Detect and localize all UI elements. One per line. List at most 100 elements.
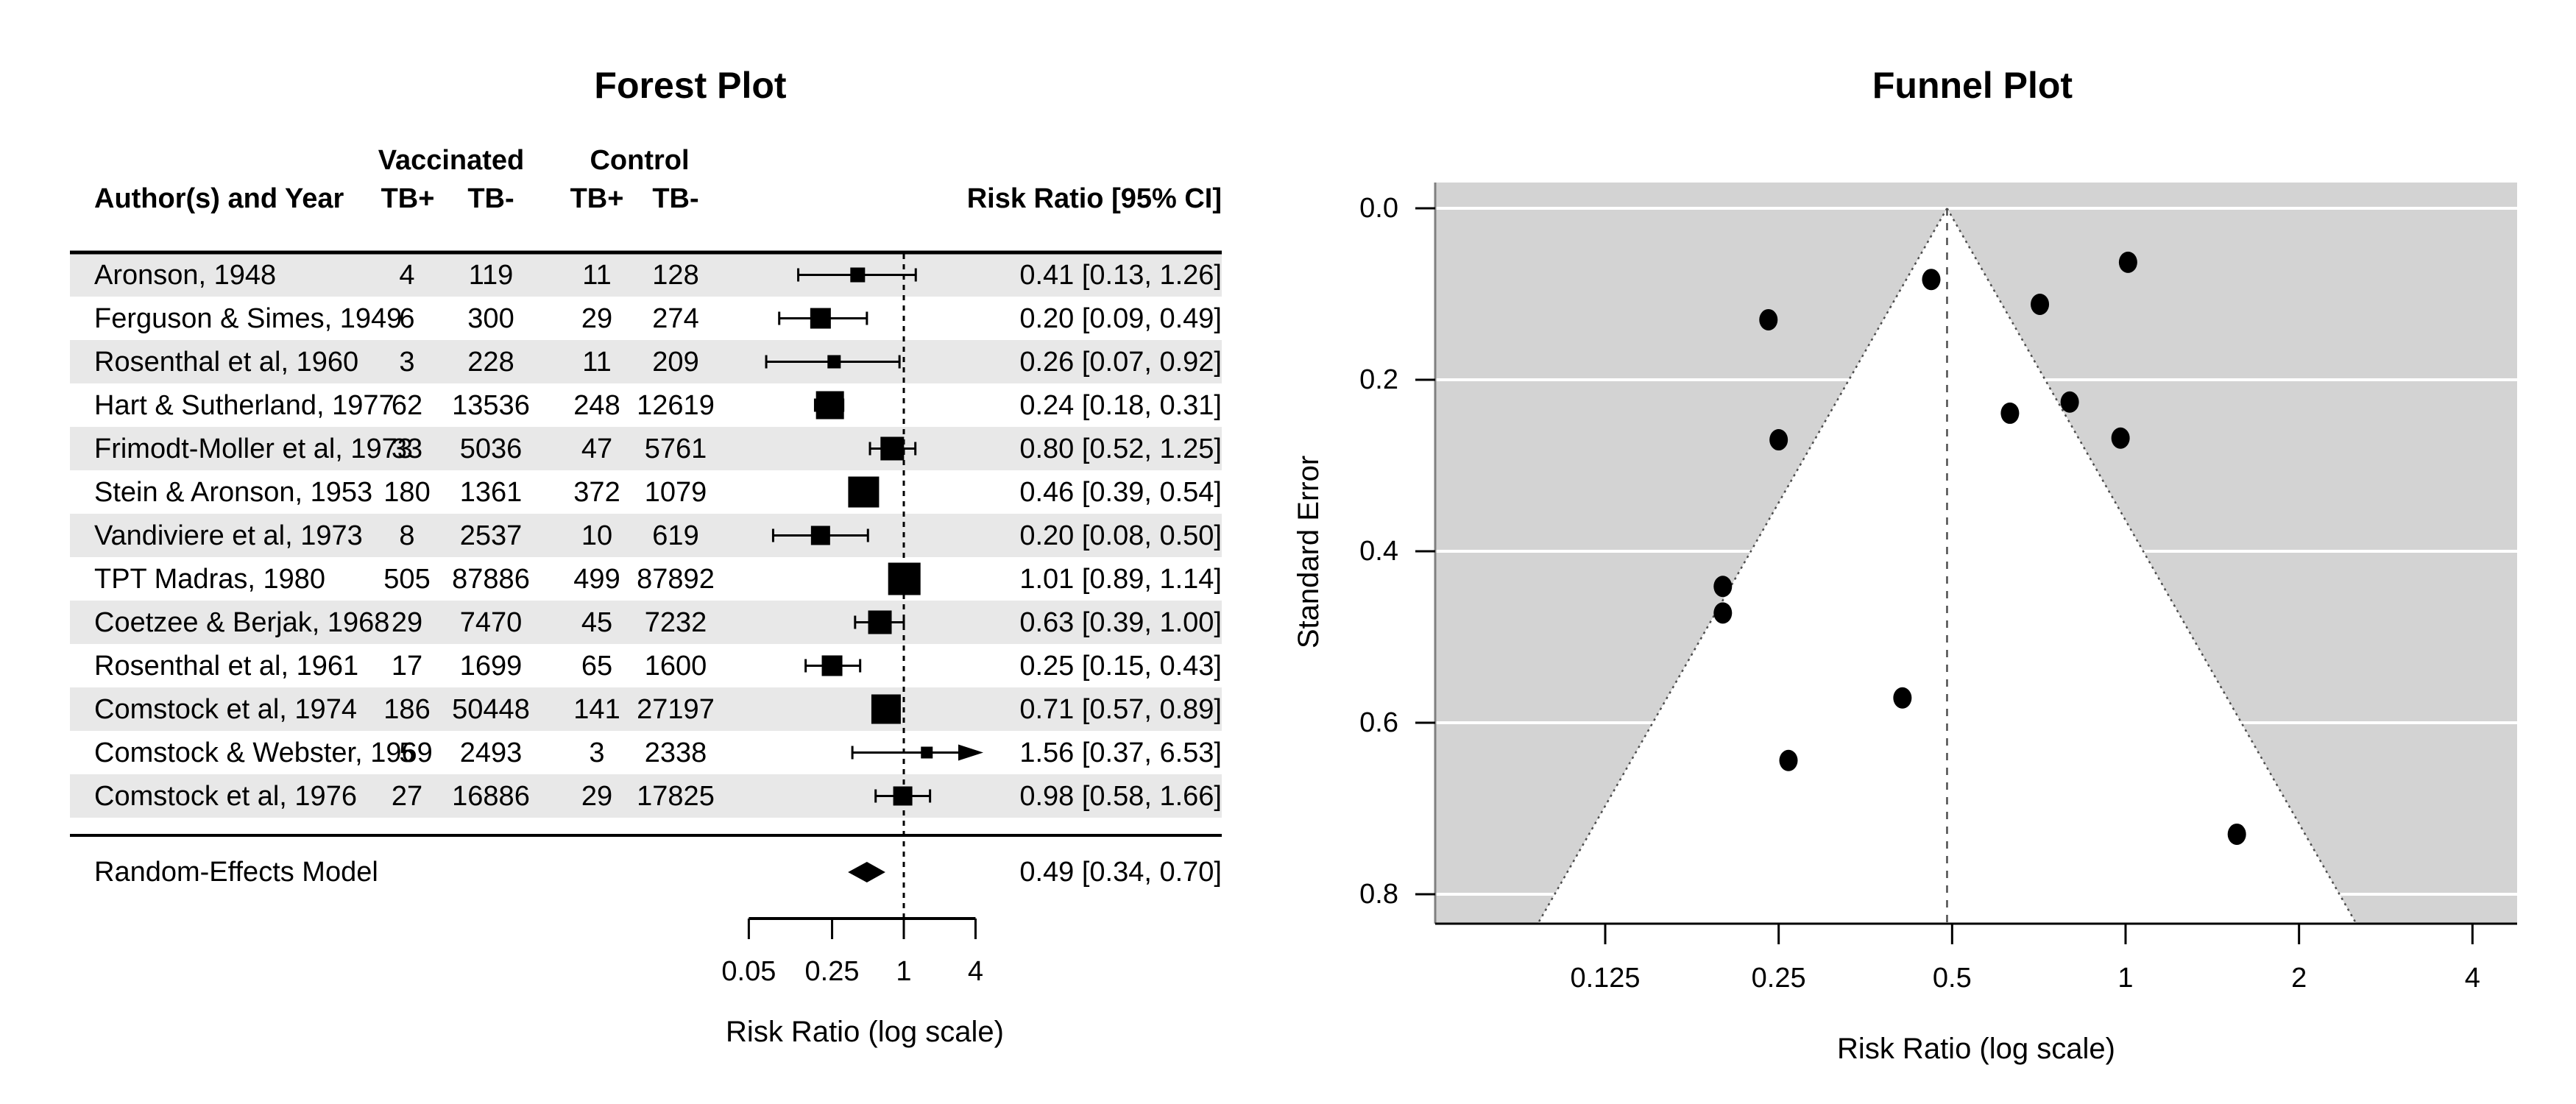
funnel-title: Funnel Plot [1872,65,2073,106]
count-cell: 10 [581,520,613,551]
count-cell: 8 [399,520,415,551]
count-cell: 17 [391,650,423,682]
count-cell: 7470 [459,606,523,638]
funnel-xtick-label: 0.5 [1932,963,1972,994]
study-author: Stein & Aronson, 1953 [94,476,373,508]
funnel-point [2060,391,2079,413]
count-cell: 47 [581,433,613,464]
count-cell: 2537 [459,520,523,551]
count-cell: 228 [467,346,514,378]
row-stripe [70,601,1222,644]
effect-square [815,391,844,420]
effect-square [880,436,905,461]
row-stripe [70,253,1222,297]
forest-xaxis-title: Risk Ratio (log scale) [726,1016,1004,1048]
funnel-point [2031,293,2050,315]
effect-square [893,786,913,806]
rr-cell: 1.01 [0.89, 1.14] [1019,563,1222,595]
count-cell: 2493 [459,737,523,768]
funnel-xtick-label: 4 [2464,963,2480,994]
count-cell: 128 [652,259,699,291]
rr-cell: 0.20 [0.09, 0.49] [1019,302,1222,334]
count-cell: 2338 [644,737,707,768]
rr-cell: 0.26 [0.07, 0.92] [1019,346,1222,378]
forest-header-tbneg-vac: TB- [467,183,514,214]
ci-arrow-head [958,744,983,761]
count-cell: 29 [391,606,423,638]
count-cell: 3 [589,737,605,768]
forest-header-effect: Risk Ratio [95% CI] [966,183,1222,214]
count-cell: 12619 [637,389,715,421]
count-cell: 1600 [644,650,707,682]
count-cell: 1079 [644,476,707,508]
study-author: Aronson, 1948 [94,259,277,291]
count-cell: 1361 [459,476,523,508]
count-cell: 27197 [637,693,715,725]
forest-tick-label: 0.25 [804,956,860,987]
forest-summary-label: Random-Effects Model [94,857,378,888]
count-cell: 619 [652,520,699,551]
count-cell: 300 [467,302,514,334]
count-cell: 87886 [452,563,530,595]
funnel-ytick-label: 0.8 [1359,879,1398,910]
rr-cell: 0.41 [0.13, 1.26] [1019,259,1222,291]
forest-header-control: Control [590,145,690,176]
forest-tick-label: 1 [896,956,912,987]
count-cell: 50448 [452,693,530,725]
count-cell: 1699 [459,650,523,682]
count-cell: 11 [582,346,612,378]
row-stripe [70,774,1222,818]
count-cell: 13536 [452,389,530,421]
count-cell: 27 [391,780,423,812]
funnel-point [2118,251,2137,273]
forest-header-author: Author(s) and Year [94,183,344,214]
count-cell: 180 [383,476,431,508]
effect-square [921,746,933,759]
funnel-xtick-label: 2 [2291,963,2307,994]
funnel-ytick-label: 0.4 [1359,536,1398,567]
forest-tick-label: 0.05 [721,956,776,987]
forest-tick-label: 4 [967,956,984,987]
count-cell: 62 [391,389,423,421]
count-cell: 16886 [452,780,530,812]
funnel-point [1713,602,1733,624]
count-cell: 45 [581,606,613,638]
effect-square [848,476,880,508]
count-cell: 372 [573,476,620,508]
rr-cell: 0.20 [0.08, 0.50] [1019,520,1222,551]
count-cell: 65 [581,650,613,682]
funnel-point [2227,823,2246,845]
rr-cell: 0.25 [0.15, 0.43] [1019,650,1222,682]
count-cell: 5036 [459,433,523,464]
count-cell: 3 [399,346,415,378]
funnel-xaxis-title: Risk Ratio (log scale) [1837,1033,2115,1065]
row-stripe [70,427,1222,470]
effect-square [871,694,901,724]
funnel-point [1922,269,1941,291]
funnel-ytick-label: 0.2 [1359,364,1398,395]
study-author: Rosenthal et al, 1960 [94,346,359,378]
effect-square [821,655,843,676]
count-cell: 186 [383,693,431,725]
count-cell: 274 [652,302,699,334]
count-cell: 29 [581,780,613,812]
study-author: Vandiviere et al, 1973 [94,520,363,551]
rr-cell: 0.71 [0.57, 0.89] [1019,693,1222,725]
study-author: Frimodt-Moller et al, 1973 [94,433,413,464]
funnel-point [2111,427,2130,449]
count-cell: 17825 [637,780,715,812]
count-cell: 87892 [637,563,715,595]
row-stripe [70,514,1222,557]
count-cell: 11 [582,259,612,291]
study-author: Hart & Sutherland, 1977 [94,389,394,421]
study-author: Comstock et al, 1974 [94,693,357,725]
row-stripe [70,340,1222,383]
study-author: Coetzee & Berjak, 1968 [94,606,390,638]
count-cell: 4 [399,259,415,291]
forest-summary-value: 0.49 [0.34, 0.70] [1019,857,1222,888]
rr-cell: 0.46 [0.39, 0.54] [1019,476,1222,508]
funnel-point [1769,429,1788,451]
count-cell: 505 [383,563,431,595]
count-cell: 29 [581,302,613,334]
rr-cell: 1.56 [0.37, 6.53] [1019,737,1222,768]
